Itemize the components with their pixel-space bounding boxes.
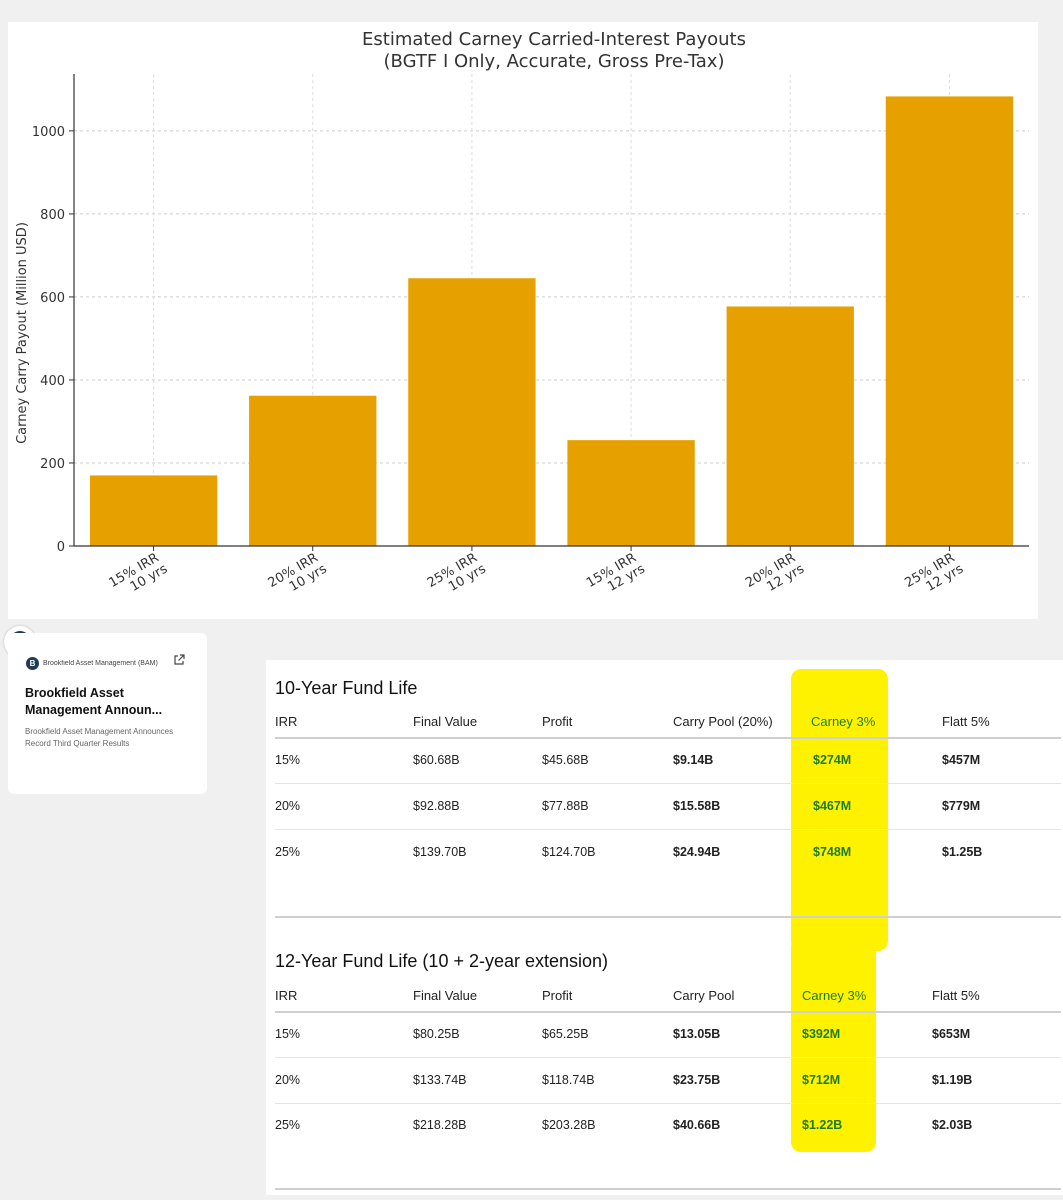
bar <box>89 475 218 546</box>
table-cell: $40.66B <box>673 1118 721 1132</box>
header-divider <box>275 737 1061 739</box>
column-header: Final Value <box>413 714 478 729</box>
ten-year-title: 10-Year Fund Life <box>275 678 418 698</box>
table-cell: $748M <box>813 845 852 859</box>
news-card[interactable]: B Brookfield Asset Management (BAM) Broo… <box>8 633 207 794</box>
table-cell: $779M <box>942 799 981 813</box>
table-cell: $653M <box>932 1027 971 1041</box>
table-cell: $23.75B <box>673 1073 721 1087</box>
source-name: Brookfield Asset Management (BAM) <box>43 660 158 667</box>
bar <box>408 278 536 546</box>
row-divider <box>275 783 1061 784</box>
table-cell: $9.14B <box>673 753 714 767</box>
table-cell: $2.03B <box>932 1118 973 1132</box>
y-tick-label: 200 <box>40 457 65 472</box>
payout-tables: 10-Year Fund Life IRR Final Value Profit… <box>266 660 1063 1195</box>
table-cell: 25% <box>275 1118 301 1132</box>
column-header: Carry Pool (20%) <box>673 714 773 729</box>
column-header: Flatt 5% <box>942 714 990 729</box>
column-header: Flatt 5% <box>932 988 980 1003</box>
source-logo-icon: B <box>26 657 39 670</box>
section-divider <box>275 1188 1061 1190</box>
row-divider <box>275 829 1061 830</box>
column-header: Profit <box>542 988 573 1003</box>
table-cell: $467M <box>813 799 852 813</box>
section-divider <box>275 916 1061 918</box>
column-header: Final Value <box>413 988 478 1003</box>
news-headline[interactable]: Brookfield Asset Management Announ... <box>25 686 163 717</box>
table-cell: $124.70B <box>542 845 596 859</box>
table-cell: $77.88B <box>542 799 589 813</box>
table-cell: $218.28B <box>413 1118 467 1132</box>
y-tick-label: 1000 <box>32 125 65 140</box>
y-tick-label: 400 <box>40 374 65 389</box>
column-header: IRR <box>275 988 298 1003</box>
table-cell: 20% <box>275 1073 301 1087</box>
bar <box>885 96 1014 547</box>
chart-title: Estimated Carney Carried-Interest Payout… <box>362 29 746 50</box>
highlight-marker-bottom <box>791 937 876 1152</box>
row-divider <box>275 1103 1061 1104</box>
news-source: B Brookfield Asset Management (BAM) <box>26 657 171 670</box>
table-cell: $133.74B <box>413 1073 467 1087</box>
highlight-marker-top <box>791 669 888 951</box>
table-cell: 25% <box>275 845 301 859</box>
table-cell: 15% <box>275 1027 301 1041</box>
table-cell: $457M <box>942 753 981 767</box>
table-cell: $24.94B <box>673 845 721 859</box>
table-cell: $118.74B <box>542 1073 595 1087</box>
table-cell: $1.25B <box>942 845 983 859</box>
column-header: Carney 3% <box>811 714 876 729</box>
twelve-year-title: 12-Year Fund Life (10 + 2-year extension… <box>275 951 609 971</box>
table-cell: $65.25B <box>542 1027 589 1041</box>
table-cell: $60.68B <box>413 753 460 767</box>
column-header: Profit <box>542 714 573 729</box>
news-snippet: Brookfield Asset Management Announces Re… <box>25 727 174 748</box>
table-cell: $45.68B <box>542 753 589 767</box>
table-cell: $712M <box>802 1073 841 1087</box>
external-link-icon[interactable] <box>172 653 186 667</box>
bar-chart: Estimated Carney Carried-Interest Payout… <box>15 29 1029 595</box>
table-cell: $80.25B <box>413 1027 460 1041</box>
table-cell: $392M <box>802 1027 841 1041</box>
y-axis-label: Carney Carry Payout (Million USD) <box>15 222 30 444</box>
row-divider <box>275 1057 1061 1058</box>
table-cell: $13.05B <box>673 1027 721 1041</box>
bar <box>567 440 695 546</box>
table-cell: $203.28B <box>542 1118 596 1132</box>
table-cell: 20% <box>275 799 301 813</box>
y-tick-label: 0 <box>57 540 65 555</box>
bar <box>726 306 854 546</box>
chart-subtitle: (BGTF I Only, Accurate, Gross Pre-Tax) <box>384 51 725 72</box>
table-cell: $139.70B <box>413 845 467 859</box>
table-cell: $1.22B <box>802 1118 843 1132</box>
chart-panel: Estimated Carney Carried-Interest Payout… <box>8 22 1038 619</box>
table-cell: $15.58B <box>673 799 721 813</box>
column-header: IRR <box>275 714 298 729</box>
column-header: Carney 3% <box>802 988 867 1003</box>
bar <box>249 395 377 546</box>
table-cell: $1.19B <box>932 1073 973 1087</box>
header-divider <box>275 1011 1061 1013</box>
table-cell: 15% <box>275 753 301 767</box>
table-cell: $274M <box>813 753 852 767</box>
column-header: Carry Pool <box>673 988 735 1003</box>
y-tick-label: 800 <box>40 208 65 223</box>
y-tick-label: 600 <box>40 291 65 306</box>
table-cell: $92.88B <box>413 799 460 813</box>
